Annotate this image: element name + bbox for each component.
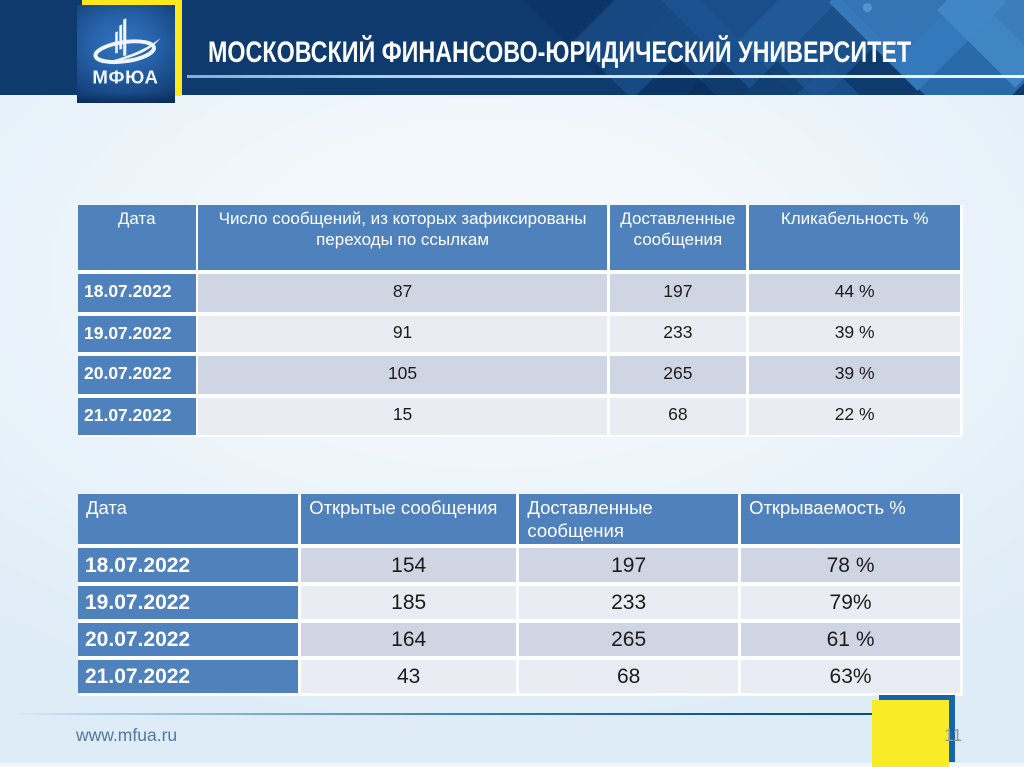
- svg-text:МФЮА: МФЮА: [92, 66, 158, 87]
